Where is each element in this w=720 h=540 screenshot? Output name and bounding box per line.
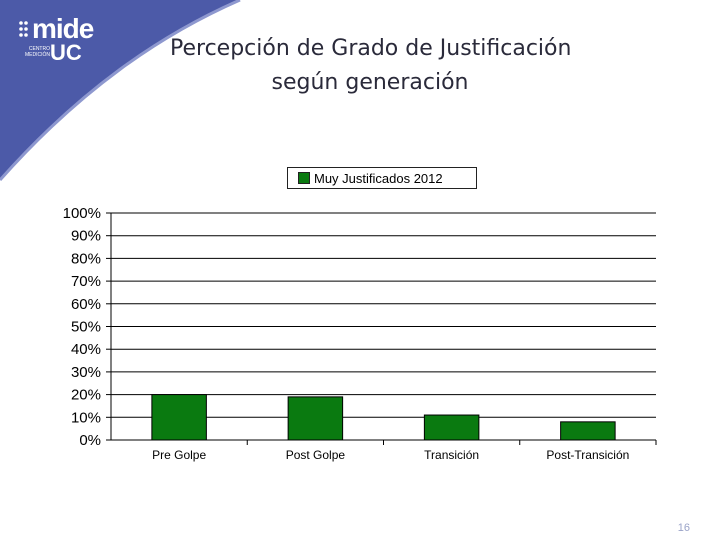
logo-dots-icon — [19, 21, 28, 37]
x-tick-label: Pre Golpe — [152, 448, 206, 462]
logo-mide-text: mide — [32, 13, 94, 44]
title-line-1: Percepción de Grado de Justificación — [170, 36, 572, 61]
bar — [423, 414, 480, 441]
x-tick-label: Transición — [424, 448, 479, 462]
y-tick-label: 100% — [63, 205, 101, 222]
y-tick-label: 10% — [71, 409, 101, 426]
logo-subtitle: CENTRO MEDICIÓN — [25, 46, 50, 58]
legend-swatch — [298, 172, 310, 184]
y-tick-label: 90% — [71, 228, 101, 245]
bar — [151, 394, 207, 441]
x-tick-label: Post Golpe — [286, 448, 346, 462]
legend-label: Muy Justificados 2012 — [314, 170, 443, 186]
y-tick-label: 0% — [79, 432, 101, 449]
y-tick-label: 70% — [71, 273, 101, 290]
chart-legend: Muy Justificados 2012 — [287, 167, 477, 189]
mide-uc-logo: mide CENTRO MEDICIÓN UC — [10, 12, 94, 65]
y-tick-label: 80% — [71, 250, 101, 267]
slide-title: Percepción de Grado de Justificación seg… — [170, 32, 572, 100]
x-tick-label: Post-Transición — [546, 448, 629, 462]
y-tick-label: 50% — [71, 319, 101, 336]
bar — [287, 396, 344, 441]
y-tick-label: 40% — [71, 341, 101, 358]
page-number: 16 — [677, 522, 690, 534]
title-line-2: según generación — [271, 70, 469, 95]
logo-uc-text: UC — [50, 40, 82, 65]
y-tick-label: 20% — [71, 387, 101, 404]
y-tick-label: 60% — [71, 296, 101, 313]
y-tick-label: 30% — [71, 364, 101, 381]
bar — [560, 421, 616, 441]
